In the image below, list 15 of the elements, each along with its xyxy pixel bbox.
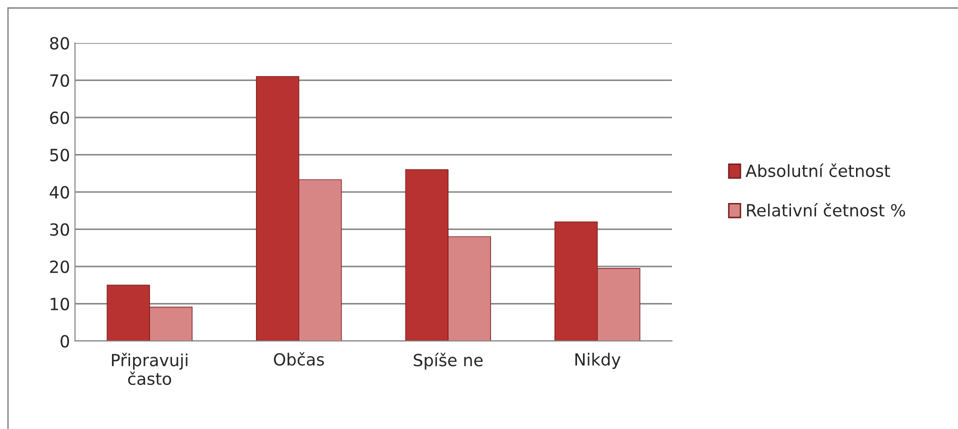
y-tick-label: 30: [50, 223, 70, 236]
y-tick-label: 20: [50, 260, 70, 274]
legend-label: Relativní četnost %: [747, 203, 906, 217]
y-tick-label: 70: [50, 74, 70, 87]
x-tick-label: Občas: [274, 352, 324, 366]
x-tick-label: Nikdy: [575, 352, 620, 369]
y-tick-label: 60: [50, 111, 70, 124]
y-tick-label: 50: [50, 148, 70, 162]
y-tick-label: 10: [50, 298, 70, 310]
y-tick-label: 80: [50, 36, 70, 50]
x-tick-label: Připravuji často: [112, 352, 188, 386]
y-tick-label: 40: [50, 186, 70, 199]
x-tick-label: Spíše ne: [414, 352, 483, 370]
legend-label: Absolutní četnost: [746, 164, 890, 178]
y-tick-label: 0: [60, 334, 70, 348]
